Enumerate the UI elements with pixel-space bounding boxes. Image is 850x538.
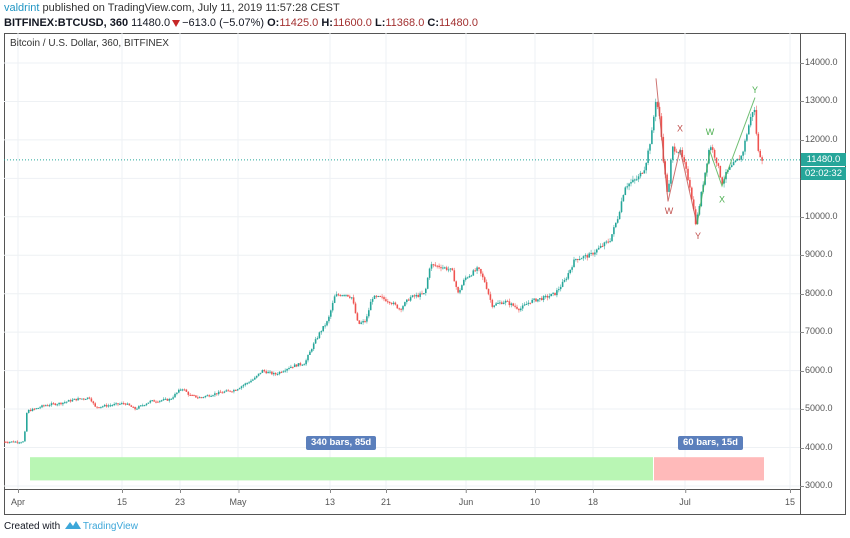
low-label: L: [374,17,386,29]
time-tick-label: 15 [784,489,796,507]
candles [4,98,763,445]
author-link[interactable]: valdrint [4,2,40,14]
last-price: 11480.0 [131,17,171,29]
footer: Created with TradingView [4,520,138,533]
last-price-tag: 11480.0 [801,152,846,166]
time-tick-label: May [229,489,247,507]
range-box-red[interactable] [654,457,764,481]
low-value: 11368.0 [385,17,425,29]
publish-text: published on TradingView.com, July 11, 2… [39,2,340,14]
wave-label-red-w: W [665,206,674,216]
high-label: H: [321,17,333,29]
wave-label-green-x: X [719,194,725,204]
wave-label-red-y: Y [695,231,701,241]
time-axis[interactable]: Apr 15 23 May 13 21 Jun 10 18 Jul 15 [4,489,800,515]
wave-label-green-w: W [706,127,715,137]
time-tick-label: 18 [587,489,599,507]
time-tick-label: 15 [116,489,128,507]
price-tick-label: 4000.0 [800,441,833,452]
footer-prefix: Created with [4,521,61,533]
time-tick-label: Jun [458,489,474,507]
close-label: C: [427,17,439,29]
wave-label-green-y: Y [752,85,758,95]
price-tick-label: 8000.0 [800,287,833,298]
price-tick-label: 13000.0 [800,95,838,106]
down-arrow-icon [172,19,181,27]
time-tick-label: 10 [529,489,541,507]
candlestick-chart: W X Y W X Y [4,33,800,489]
range-label-340-bars: 340 bars, 85d [306,436,377,450]
price-tick-label: 6000.0 [800,364,833,375]
time-tick-label: 21 [380,489,392,507]
close-value: 11480.0 [439,17,478,29]
bar-countdown-tag: 02:02:32 [801,166,846,180]
price-tick-label: 14000.0 [800,57,838,67]
chart-plot-area[interactable]: W X Y W X Y [4,33,800,489]
price-tick-label: 12000.0 [800,133,838,144]
tradingview-brand-link[interactable]: TradingView [82,521,138,533]
open-value: 11425.0 [279,17,319,29]
range-label-60-bars: 60 bars, 15d [678,436,743,450]
high-value: 11600.0 [332,17,372,29]
price-tick-label: 7000.0 [800,326,833,337]
price-tick-label: 9000.0 [800,249,833,260]
time-tick-label: Apr [10,489,26,507]
price-tick-label: 3000.0 [800,479,833,490]
chart-title: Bitcoin / U.S. Dollar, 360, BITFINEX [10,38,169,49]
symbol-info-bar: BITFINEX:BTCUSD, 360 11480.0 −613.0 (−5.0… [4,17,478,29]
wave-label-red-x: X [677,123,683,133]
open-label: O: [267,17,280,29]
symbol-name: BITFINEX:BTCUSD, 360 [4,17,129,29]
price-tick-label: 5000.0 [800,403,833,414]
price-tick-label: 10000.0 [800,210,838,221]
range-box-green[interactable] [30,457,653,481]
tradingview-logo-icon [64,520,81,533]
chart-frame [4,33,846,515]
time-tick-label: 23 [174,489,186,507]
price-change: −613.0 (−5.07%) [182,17,265,29]
time-tick-label: Jul [679,489,691,507]
publish-info: valdrint published on TradingView.com, J… [4,2,340,14]
time-tick-label: 13 [324,489,336,507]
price-axis[interactable]: 3000.0 4000.0 5000.0 6000.0 7000.0 8000.0 9000… [800,33,846,515]
